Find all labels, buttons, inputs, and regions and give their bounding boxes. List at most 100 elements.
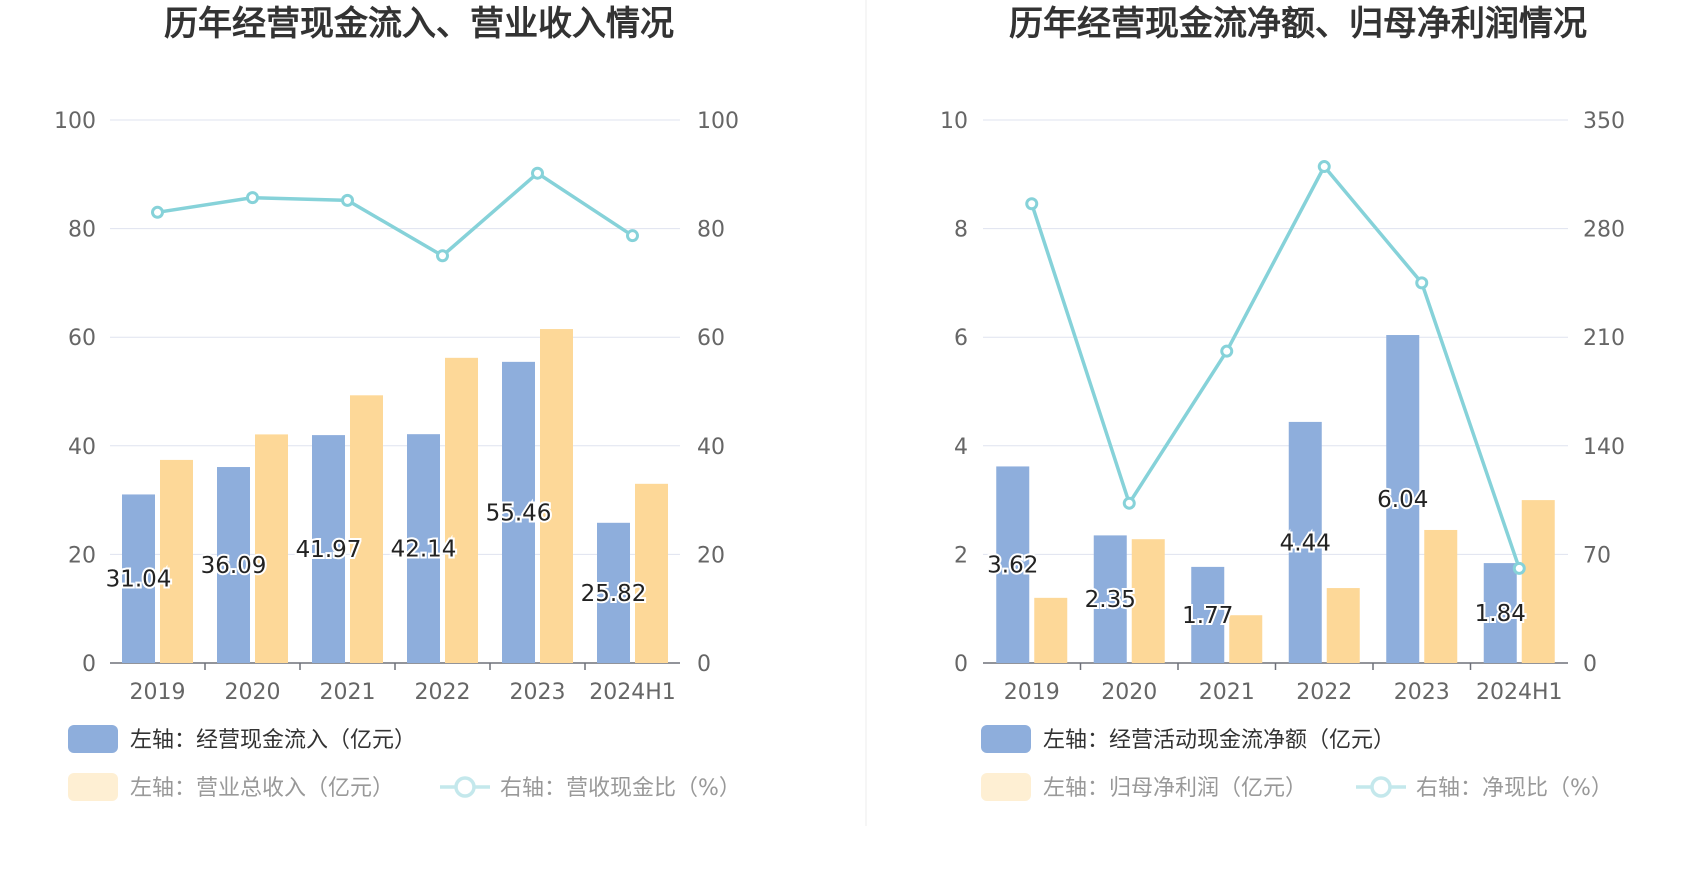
bar-secondary[interactable] (1424, 529, 1458, 663)
left-axis-tick-label: 60 (68, 326, 96, 351)
bar-secondary[interactable] (445, 357, 478, 663)
x-axis-tick-label: 2022 (1296, 680, 1352, 705)
legend-item-primary[interactable]: 左轴：经营现金流入（亿元） (68, 725, 416, 753)
chart-2-legend[interactable]: 左轴：经营活动现金流净额（亿元） 左轴：归母净利润（亿元） 右轴：净现比（%） (981, 725, 1613, 801)
line-series[interactable] (1030, 163, 1521, 569)
chart-1-legend[interactable]: 左轴：经营现金流入（亿元） 左轴：营业总收入（亿元） 右轴：营收现金比（%） (68, 725, 741, 801)
bar-data-label: 3.62 (987, 553, 1038, 579)
left-axis-tick-label: 0 (82, 652, 96, 677)
line-point[interactable] (531, 166, 544, 180)
line-point[interactable] (436, 249, 449, 263)
bar-primary[interactable] (1483, 563, 1517, 663)
bar-secondary[interactable] (160, 459, 193, 663)
chart-1-axis-ticks: 0 20 40 60 80 100 0 20 40 60 80 100 2019 2020 2021 2022… (54, 109, 739, 705)
right-axis-tick-label: 0 (1583, 652, 1597, 677)
bar-primary[interactable] (217, 467, 250, 663)
legend-label: 左轴：经营现金流入（亿元） (130, 728, 416, 753)
legend-swatch (981, 725, 1031, 753)
bar-secondary[interactable] (540, 329, 573, 663)
bar-data-label: 6.04 (1377, 487, 1428, 513)
legend-line-marker (454, 776, 476, 798)
right-axis-tick-label: 280 (1583, 218, 1625, 243)
bar-data-label: 31.04 (106, 567, 172, 593)
chart-2-title: 历年经营现金流净额、归母净利润情况 (1009, 4, 1587, 44)
x-axis-tick-label: 2021 (320, 680, 376, 705)
bar-data-label: 2.35 (1085, 587, 1136, 613)
line-series[interactable] (157, 171, 634, 258)
x-axis-tick-label: 2021 (1199, 680, 1255, 705)
line-point[interactable] (626, 229, 639, 243)
bar-secondary[interactable] (1521, 500, 1555, 663)
bar-secondary[interactable] (255, 434, 288, 663)
bar-primary[interactable] (122, 494, 155, 663)
legend-swatch (68, 773, 118, 801)
bar-secondary[interactable] (1229, 615, 1263, 663)
line-point[interactable] (1512, 561, 1526, 575)
bar-data-label: 1.84 (1475, 601, 1526, 627)
right-axis-tick-label: 0 (697, 652, 711, 677)
bar-primary[interactable] (1093, 535, 1127, 663)
right-axis-tick-label: 60 (697, 326, 725, 351)
chart-1: 历年经营现金流入、营业收入情况 0 20 40 60 80 100 0 20 40 60 80 100… (54, 4, 741, 801)
bar-secondary[interactable] (1034, 597, 1068, 663)
chart-2-axis-ticks: 0 2 4 6 8 10 0 70 140 210 280 350 2019 2020 2021 2022 20… (940, 109, 1625, 705)
chart-1-line (151, 166, 639, 263)
left-axis-tick-label: 20 (68, 543, 96, 568)
x-axis-tick-label: 2022 (415, 680, 471, 705)
bar-primary[interactable] (407, 434, 440, 663)
line-point[interactable] (1415, 276, 1429, 290)
legend-item-line[interactable]: 右轴：净现比（%） (1356, 776, 1613, 801)
legend-item-secondary[interactable]: 左轴：营业总收入（亿元） (68, 773, 394, 801)
legend-item-line[interactable]: 右轴：营收现金比（%） (440, 776, 741, 801)
x-axis-tick-label: 2020 (225, 680, 281, 705)
left-axis-tick-label: 2 (954, 543, 968, 568)
right-axis-tick-label: 70 (1583, 543, 1611, 568)
legend-label: 左轴：经营活动现金流净额（亿元） (1043, 728, 1395, 753)
right-axis-tick-label: 210 (1583, 326, 1625, 351)
line-point[interactable] (246, 191, 259, 205)
bar-secondary[interactable] (350, 395, 383, 663)
bar-secondary[interactable] (1131, 539, 1165, 663)
line-point[interactable] (1317, 160, 1331, 174)
left-axis-tick-label: 80 (68, 218, 96, 243)
chart-1-title: 历年经营现金流入、营业收入情况 (164, 4, 674, 44)
left-axis-tick-label: 100 (54, 109, 96, 134)
legend-line-marker (1370, 776, 1392, 798)
legend-item-primary[interactable]: 左轴：经营活动现金流净额（亿元） (981, 725, 1395, 753)
line-point[interactable] (1122, 496, 1136, 510)
bar-primary[interactable] (597, 522, 630, 663)
x-axis-tick-label: 2024H1 (1476, 680, 1563, 705)
chart-1-bars (122, 329, 668, 663)
x-axis-tick-label: 2019 (130, 680, 186, 705)
bar-primary[interactable] (502, 361, 535, 663)
left-axis-tick-label: 40 (68, 435, 96, 460)
chart-2: 历年经营现金流净额、归母净利润情况 0 2 4 6 8 10 0 70 140 210 280 350… (940, 4, 1625, 801)
chart-2-bars (996, 335, 1555, 663)
x-axis-tick-label: 2023 (1394, 680, 1450, 705)
legend-label: 左轴：归母净利润（亿元） (1043, 776, 1307, 801)
bar-primary[interactable] (996, 466, 1030, 663)
chart-2-gridlines (983, 119, 1568, 670)
bar-primary[interactable] (1288, 421, 1322, 663)
x-axis-tick-label: 2020 (1101, 680, 1157, 705)
bar-primary[interactable] (1386, 335, 1420, 663)
line-point[interactable] (1025, 197, 1039, 211)
left-axis-tick-label: 4 (954, 435, 968, 460)
right-axis-tick-label: 140 (1583, 435, 1625, 460)
chart-2-line (1025, 160, 1526, 575)
bar-primary[interactable] (1191, 566, 1225, 663)
left-axis-tick-label: 10 (940, 109, 968, 134)
bar-secondary[interactable] (1326, 588, 1360, 663)
right-axis-tick-label: 20 (697, 543, 725, 568)
line-point[interactable] (151, 205, 164, 219)
line-point[interactable] (1220, 344, 1234, 358)
x-axis-tick-label: 2024H1 (589, 680, 676, 705)
bar-primary[interactable] (312, 435, 345, 663)
line-point[interactable] (341, 193, 354, 207)
bar-secondary[interactable] (635, 483, 668, 663)
bar-data-label: 55.46 (486, 500, 552, 526)
legend-item-secondary[interactable]: 左轴：归母净利润（亿元） (981, 773, 1307, 801)
chart-2-data-labels: 3.62 2.35 1.77 4.44 6.04 1.84 (985, 485, 1528, 631)
x-axis-tick-label: 2023 (510, 680, 566, 705)
